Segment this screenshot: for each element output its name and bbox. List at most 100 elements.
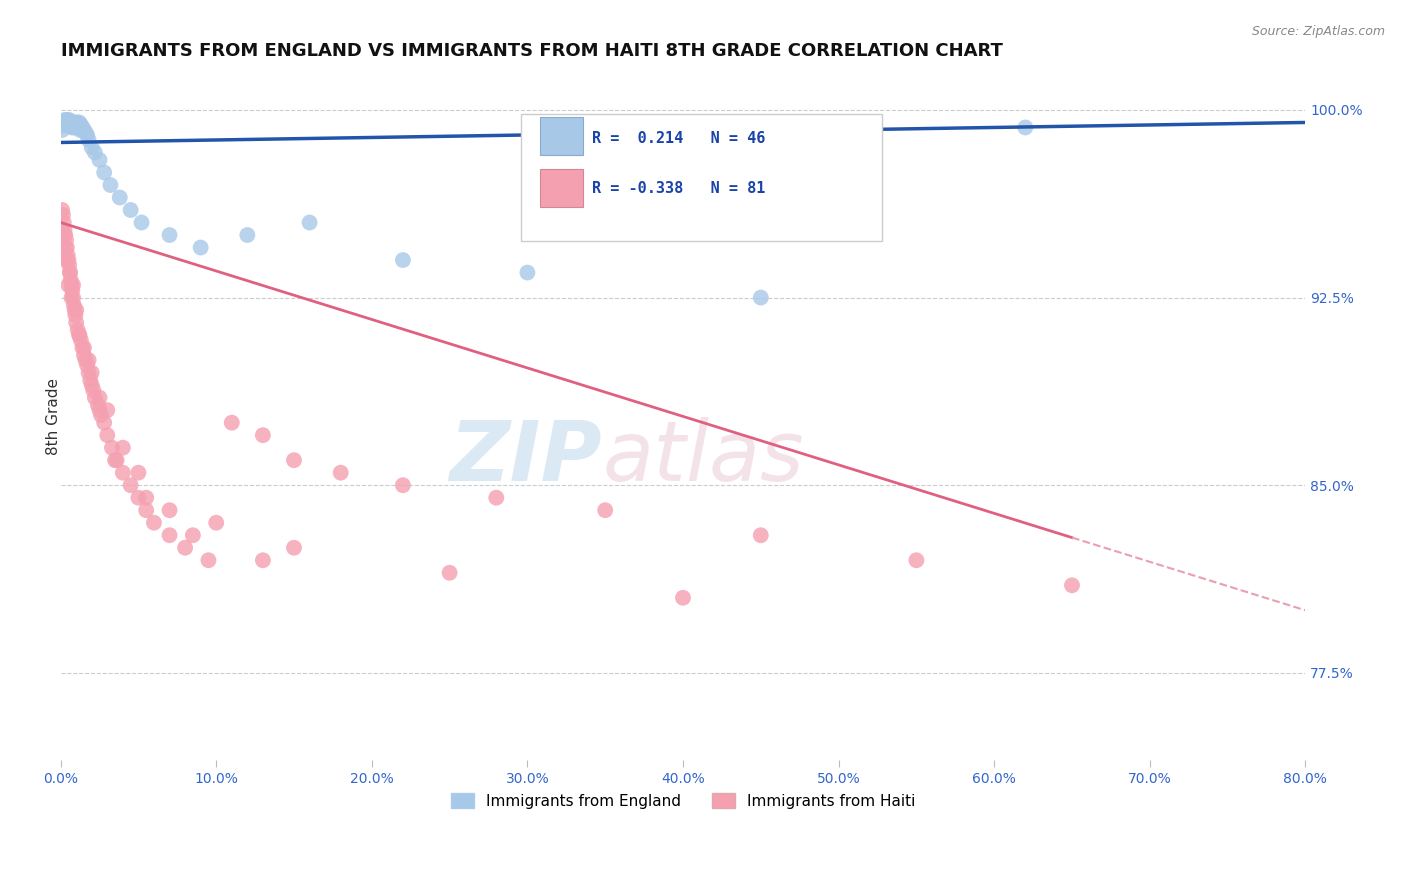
Point	[58, 253, 80, 268]
Point	[593, 503, 616, 517]
Point	[127, 491, 149, 505]
Point	[69, 123, 91, 137]
Point	[77, 366, 100, 380]
Point	[80, 366, 103, 380]
Point	[59, 115, 82, 129]
Point	[55, 233, 77, 247]
Point	[75, 126, 97, 140]
Point	[60, 278, 83, 293]
Point	[221, 416, 243, 430]
Point	[205, 516, 228, 530]
Point	[120, 202, 142, 217]
Point	[65, 120, 87, 135]
Point	[53, 241, 76, 255]
FancyBboxPatch shape	[540, 117, 583, 155]
Point	[159, 227, 181, 242]
Point	[67, 328, 90, 343]
Point	[392, 478, 415, 492]
Point	[70, 118, 93, 132]
Point	[174, 541, 197, 555]
Point	[66, 323, 89, 337]
Point	[93, 165, 115, 179]
Point	[62, 118, 84, 132]
Point	[392, 253, 415, 268]
Point	[111, 441, 134, 455]
Text: Source: ZipAtlas.com: Source: ZipAtlas.com	[1251, 25, 1385, 38]
Text: ZIP: ZIP	[450, 417, 602, 499]
Point	[905, 553, 928, 567]
Point	[79, 373, 101, 387]
Point	[77, 133, 100, 147]
Point	[60, 283, 83, 297]
Point	[120, 478, 142, 492]
Point	[135, 491, 157, 505]
Point	[58, 278, 80, 293]
Point	[80, 140, 103, 154]
Point	[749, 291, 772, 305]
Point	[59, 118, 82, 132]
Point	[89, 391, 111, 405]
Point	[60, 120, 83, 135]
Text: IMMIGRANTS FROM ENGLAND VS IMMIGRANTS FROM HAITI 8TH GRADE CORRELATION CHART: IMMIGRANTS FROM ENGLAND VS IMMIGRANTS FR…	[60, 42, 1002, 60]
Point	[159, 503, 181, 517]
Point	[101, 441, 124, 455]
Point	[58, 118, 80, 132]
Point	[56, 248, 79, 262]
Point	[283, 541, 305, 555]
Point	[83, 391, 105, 405]
Point	[90, 408, 112, 422]
Point	[72, 341, 94, 355]
Point	[87, 398, 110, 412]
Point	[65, 316, 87, 330]
Point	[181, 528, 204, 542]
Point	[62, 278, 84, 293]
Point	[59, 273, 82, 287]
Point	[52, 208, 75, 222]
Point	[672, 591, 695, 605]
Point	[96, 428, 118, 442]
Point	[70, 333, 93, 347]
Point	[58, 112, 80, 127]
Point	[236, 227, 259, 242]
Point	[89, 403, 111, 417]
Point	[439, 566, 461, 580]
Point	[72, 120, 94, 135]
Point	[329, 466, 352, 480]
Legend: Immigrants from England, Immigrants from Haiti: Immigrants from England, Immigrants from…	[444, 787, 921, 814]
Point	[63, 120, 86, 135]
Point	[197, 553, 219, 567]
FancyBboxPatch shape	[540, 169, 583, 207]
Point	[127, 466, 149, 480]
Point	[749, 528, 772, 542]
Point	[53, 115, 76, 129]
Point	[60, 291, 83, 305]
Point	[111, 466, 134, 480]
Point	[76, 358, 98, 372]
Point	[135, 503, 157, 517]
Point	[76, 128, 98, 142]
Point	[298, 215, 321, 229]
Point	[105, 453, 128, 467]
Point	[100, 178, 122, 192]
Point	[59, 266, 82, 280]
Point	[55, 118, 77, 132]
Point	[60, 115, 83, 129]
Point	[252, 553, 274, 567]
Point	[66, 115, 89, 129]
Point	[190, 241, 212, 255]
Point	[89, 153, 111, 167]
Point	[56, 112, 79, 127]
Point	[73, 348, 96, 362]
Point	[67, 120, 90, 135]
Point	[59, 266, 82, 280]
Point	[77, 353, 100, 368]
Point	[63, 298, 86, 312]
Point	[143, 516, 166, 530]
Point	[63, 115, 86, 129]
Y-axis label: 8th Grade: 8th Grade	[46, 378, 62, 455]
Point	[73, 123, 96, 137]
Point	[93, 416, 115, 430]
Point	[52, 215, 75, 229]
Point	[52, 227, 75, 242]
Point	[516, 266, 538, 280]
